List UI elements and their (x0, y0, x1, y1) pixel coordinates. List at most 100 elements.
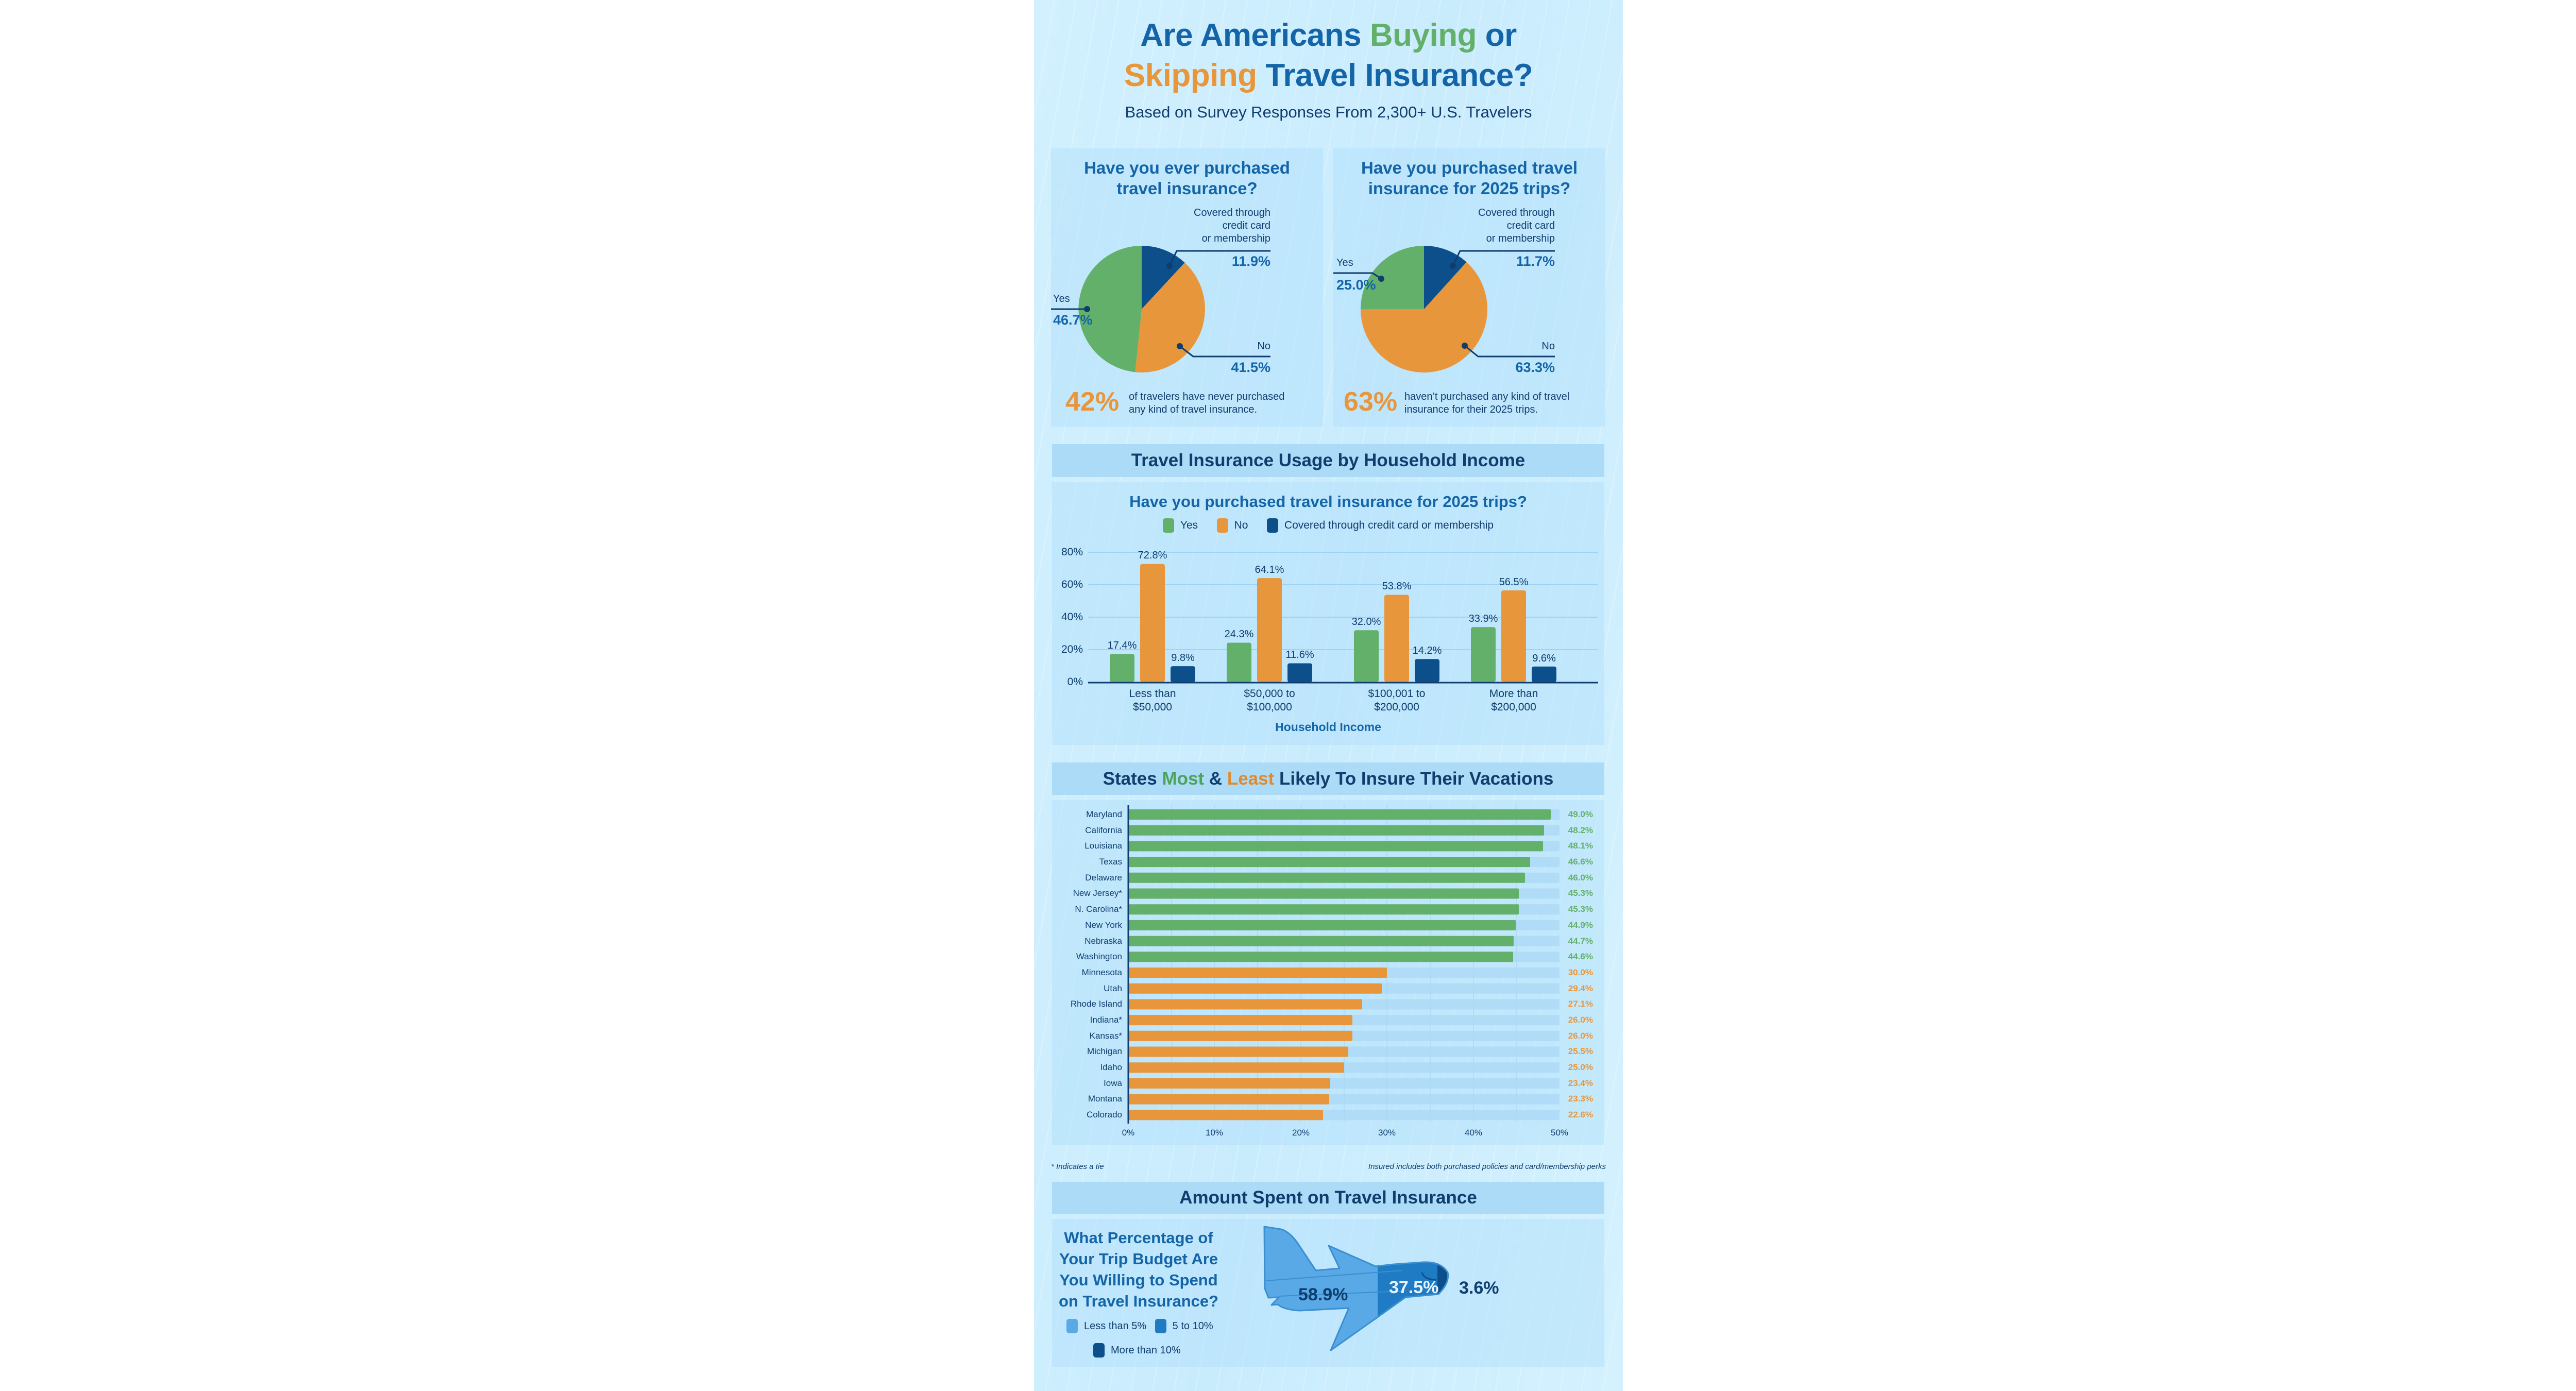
state-value: 25.5% (1568, 1046, 1593, 1057)
x-category: Less than $50,000 (1101, 687, 1204, 714)
income-bar-chart (1088, 552, 1598, 684)
label-line: Covered through (1194, 207, 1270, 218)
state-value: 27.1% (1568, 999, 1593, 1009)
callout-text: haven’t purchased any kind of travel ins… (1404, 391, 1569, 416)
state-labels: Maryland California Louisiana Texas Dela… (1060, 808, 1122, 1125)
category-line: $50,000 to (1244, 688, 1295, 700)
pie-chart-ever (1051, 246, 1270, 372)
category-line: Less than (1129, 688, 1176, 700)
state-value: 26.0% (1568, 1014, 1593, 1025)
state-name: Kansas* (1089, 1030, 1122, 1041)
state-value: 44.6% (1568, 952, 1593, 962)
callout-line: haven’t purchased any kind of travel (1404, 391, 1570, 402)
no-value: 63.3% (1515, 360, 1555, 375)
value-label: 64.1% (1255, 564, 1284, 575)
airplane-icon (1263, 1226, 1449, 1351)
state-name: Indiana* (1090, 1014, 1122, 1025)
section-header-states: States Most & Least Likely To Insure The… (1052, 762, 1604, 795)
value-less-5: 58.9% (1298, 1285, 1348, 1304)
bar-no-g4 (1501, 590, 1526, 682)
state-value: 25.0% (1568, 1062, 1593, 1072)
question-line: What Percentage of (1064, 1229, 1213, 1247)
covered-value: 11.9% (1231, 253, 1270, 269)
state-value: 44.7% (1568, 936, 1593, 946)
legend-label: Yes (1180, 519, 1198, 531)
state-name: Louisiana (1084, 841, 1122, 851)
value-label: 14.2% (1412, 645, 1442, 656)
x-tick: 50% (1550, 1128, 1569, 1138)
bar-no-g1 (1140, 564, 1165, 682)
label-line: Covered through (1478, 207, 1555, 218)
page-subtitle: Based on Survey Responses From 2,300+ U.… (1125, 103, 1532, 121)
x-tick: 30% (1378, 1128, 1396, 1138)
state-name: N. Carolina* (1075, 904, 1122, 914)
no-value: 41.5% (1231, 360, 1270, 375)
band-most: Most (1162, 769, 1205, 789)
state-value: 45.3% (1568, 888, 1593, 898)
x-category: $50,000 to $100,000 (1218, 687, 1321, 714)
legend-swatch-yes (1162, 518, 1174, 533)
legend-swatch-covered (1266, 518, 1278, 533)
x-axis-title: Household Income (1275, 720, 1381, 734)
y-tick: 40% (1061, 611, 1083, 623)
state-value: 48.1% (1568, 841, 1593, 851)
value-label: 56.5% (1499, 576, 1529, 588)
legend-item-more-10: More than 10% (1093, 1343, 1181, 1358)
footnote-insured: Insured includes both purchased policies… (1368, 1162, 1606, 1171)
state-value: 46.6% (1568, 857, 1593, 867)
state-value: 23.3% (1568, 1094, 1593, 1104)
pie-slice-yes (1078, 246, 1142, 372)
value-label: 53.8% (1382, 581, 1412, 592)
yes-label: Yes (1053, 293, 1070, 304)
spend-card: What Percentage of Your Trip Budget Are … (1052, 1219, 1604, 1367)
legend-label: No (1234, 519, 1248, 531)
state-name: Montana (1088, 1094, 1122, 1104)
income-question: Have you purchased travel insurance for … (1129, 493, 1527, 511)
state-name: Iowa (1104, 1078, 1122, 1088)
states-bar-chart (1127, 805, 1560, 1124)
pie-card-ever-purchased: Have you ever purchased travel insurance… (1051, 148, 1323, 427)
bar-covered-g3 (1415, 659, 1439, 682)
title-highlight-skipping: Skipping (1124, 58, 1257, 93)
bar-yes-g3 (1354, 630, 1379, 682)
legend-swatch-no (1216, 518, 1228, 533)
title-text: or (1476, 18, 1517, 53)
value-label: 9.6% (1532, 653, 1556, 664)
bar-covered-g1 (1171, 666, 1195, 682)
bar-covered-g2 (1287, 663, 1312, 682)
covered-value: 11.7% (1516, 253, 1555, 269)
question-line: on Travel Insurance? (1058, 1292, 1219, 1310)
state-name: Utah (1104, 983, 1122, 993)
value-label: 72.8% (1138, 550, 1167, 561)
page-title: Are Americans Buying or Skipping Travel … (1034, 15, 1623, 96)
value-label: 33.9% (1468, 613, 1498, 624)
question-line: travel insurance? (1116, 179, 1258, 198)
state-name: Rhode Island (1070, 999, 1122, 1009)
income-legend: Yes No Covered through credit card or me… (1052, 518, 1604, 535)
label-line: or membership (1486, 233, 1555, 244)
state-name: Texas (1099, 857, 1122, 867)
legend-swatch-dark (1093, 1343, 1105, 1358)
state-value: 22.6% (1568, 1110, 1593, 1120)
label-line: credit card (1222, 220, 1270, 231)
value-label: 32.0% (1351, 616, 1381, 627)
band-text: & (1204, 769, 1227, 789)
covered-label: Covered through credit card or membershi… (1164, 207, 1270, 245)
x-category: $100,001 to $200,000 (1345, 687, 1448, 714)
pie-slice-covered (1424, 246, 1467, 309)
y-tick: 80% (1061, 546, 1083, 558)
question-line: Have you ever purchased (1084, 158, 1290, 177)
title-text: Travel Insurance? (1257, 58, 1533, 93)
state-value: 44.9% (1568, 920, 1593, 930)
state-name: Colorado (1087, 1110, 1122, 1120)
callout-line: of travelers have never purchased (1129, 391, 1285, 402)
value-more-10: 3.6% (1459, 1278, 1499, 1298)
state-value: 23.4% (1568, 1078, 1593, 1088)
no-label: No (1541, 341, 1555, 352)
yes-label: Yes (1336, 257, 1353, 268)
bar-no-g3 (1384, 595, 1409, 682)
pie-card-2025: Have you purchased travel insurance for … (1333, 148, 1605, 427)
band-least: Least (1227, 769, 1275, 789)
states-chart-card: Maryland California Louisiana Texas Dela… (1052, 800, 1604, 1145)
y-tick: 0% (1067, 676, 1083, 688)
